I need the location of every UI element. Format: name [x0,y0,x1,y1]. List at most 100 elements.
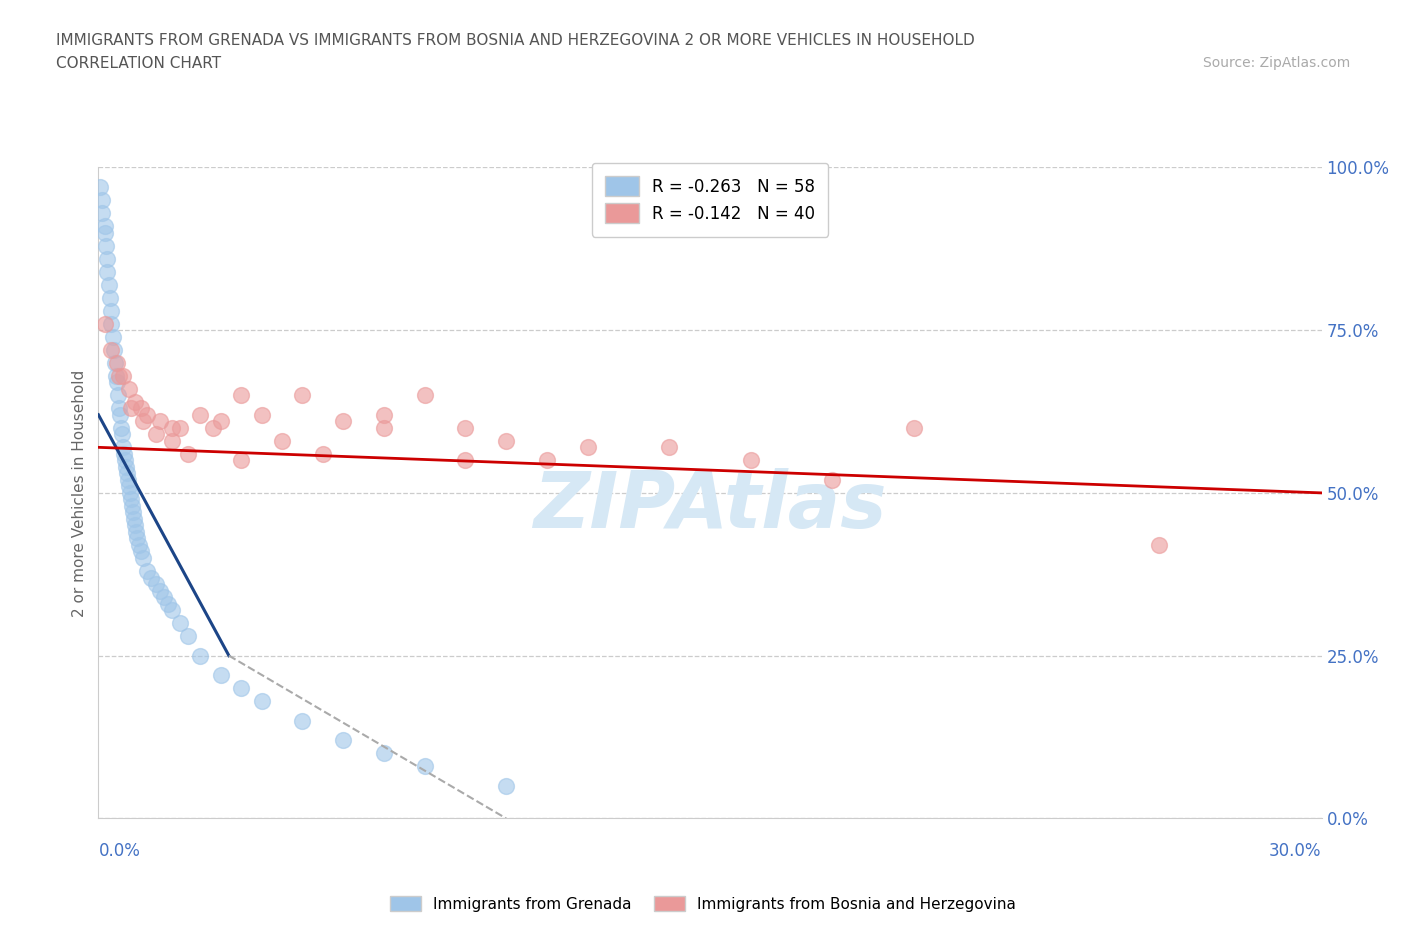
Point [576,440,599,455]
Point [152,590,174,604]
Point [114,453,136,468]
Point [250,694,273,709]
Point [132,551,155,565]
Point [231,453,253,468]
Point [129,401,152,416]
Point [332,414,354,429]
Point [373,746,395,761]
Point [291,713,314,728]
Point [122,505,145,520]
Point [124,518,146,533]
Point [141,570,163,585]
Text: CORRELATION CHART: CORRELATION CHART [56,56,221,71]
Point [160,603,183,618]
Point [188,407,212,422]
Point [136,407,159,422]
Point [658,440,681,455]
Legend: R = -0.263   N = 58, R = -0.142   N = 40: R = -0.263 N = 58, R = -0.142 N = 40 [592,163,828,237]
Point [93,316,115,331]
Text: Source: ZipAtlas.com: Source: ZipAtlas.com [1202,56,1350,70]
Point [1147,538,1170,552]
Point [107,388,129,403]
Point [105,355,128,370]
Point [98,290,121,305]
Point [89,179,111,194]
Point [121,498,143,513]
Point [903,420,925,435]
Point [117,472,139,487]
Text: 30.0%: 30.0% [1270,842,1322,860]
Point [454,453,477,468]
Point [120,492,142,507]
Point [100,342,122,357]
Point [332,733,354,748]
Point [125,525,148,539]
Point [495,433,517,448]
Point [111,440,134,455]
Point [104,355,127,370]
Point [118,381,141,396]
Point [209,414,232,429]
Point [111,368,134,383]
Point [96,264,118,279]
Point [413,388,436,403]
Point [120,401,142,416]
Point [100,303,122,318]
Point [124,394,146,409]
Point [100,316,122,331]
Point [160,433,183,448]
Text: ZIPAtlas: ZIPAtlas [533,468,887,544]
Point [110,420,132,435]
Point [111,427,134,442]
Point [149,414,172,429]
Point [91,193,114,207]
Point [118,479,141,494]
Point [108,401,131,416]
Point [177,446,200,461]
Point [231,681,253,696]
Text: IMMIGRANTS FROM GRENADA VS IMMIGRANTS FROM BOSNIA AND HERZEGOVINA 2 OR MORE VEHI: IMMIGRANTS FROM GRENADA VS IMMIGRANTS FR… [56,33,974,47]
Point [250,407,273,422]
Point [145,577,167,591]
Legend: Immigrants from Grenada, Immigrants from Bosnia and Herzegovina: Immigrants from Grenada, Immigrants from… [384,889,1022,918]
Point [104,368,127,383]
Point [145,427,167,442]
Point [108,368,131,383]
Point [91,206,114,220]
Point [115,459,138,474]
Point [136,564,159,578]
Point [101,329,124,344]
Point [536,453,558,468]
Point [413,759,436,774]
Point [188,648,212,663]
Point [108,407,131,422]
Point [115,466,138,481]
Point [270,433,294,448]
Text: 0.0%: 0.0% [98,842,141,860]
Point [201,420,224,435]
Point [93,225,115,240]
Point [291,388,314,403]
Point [93,219,115,233]
Point [231,388,253,403]
Point [103,342,125,357]
Point [127,531,149,546]
Point [177,629,200,644]
Point [740,453,762,468]
Point [112,446,135,461]
Point [97,277,120,292]
Point [96,251,118,266]
Point [105,375,128,390]
Point [495,778,517,793]
Point [373,420,395,435]
Point [373,407,395,422]
Point [132,414,155,429]
Point [128,538,150,552]
Point [821,472,844,487]
Point [312,446,335,461]
Point [156,596,179,611]
Point [209,668,232,683]
Y-axis label: 2 or more Vehicles in Household: 2 or more Vehicles in Household [72,369,87,617]
Point [120,485,142,500]
Point [169,616,191,631]
